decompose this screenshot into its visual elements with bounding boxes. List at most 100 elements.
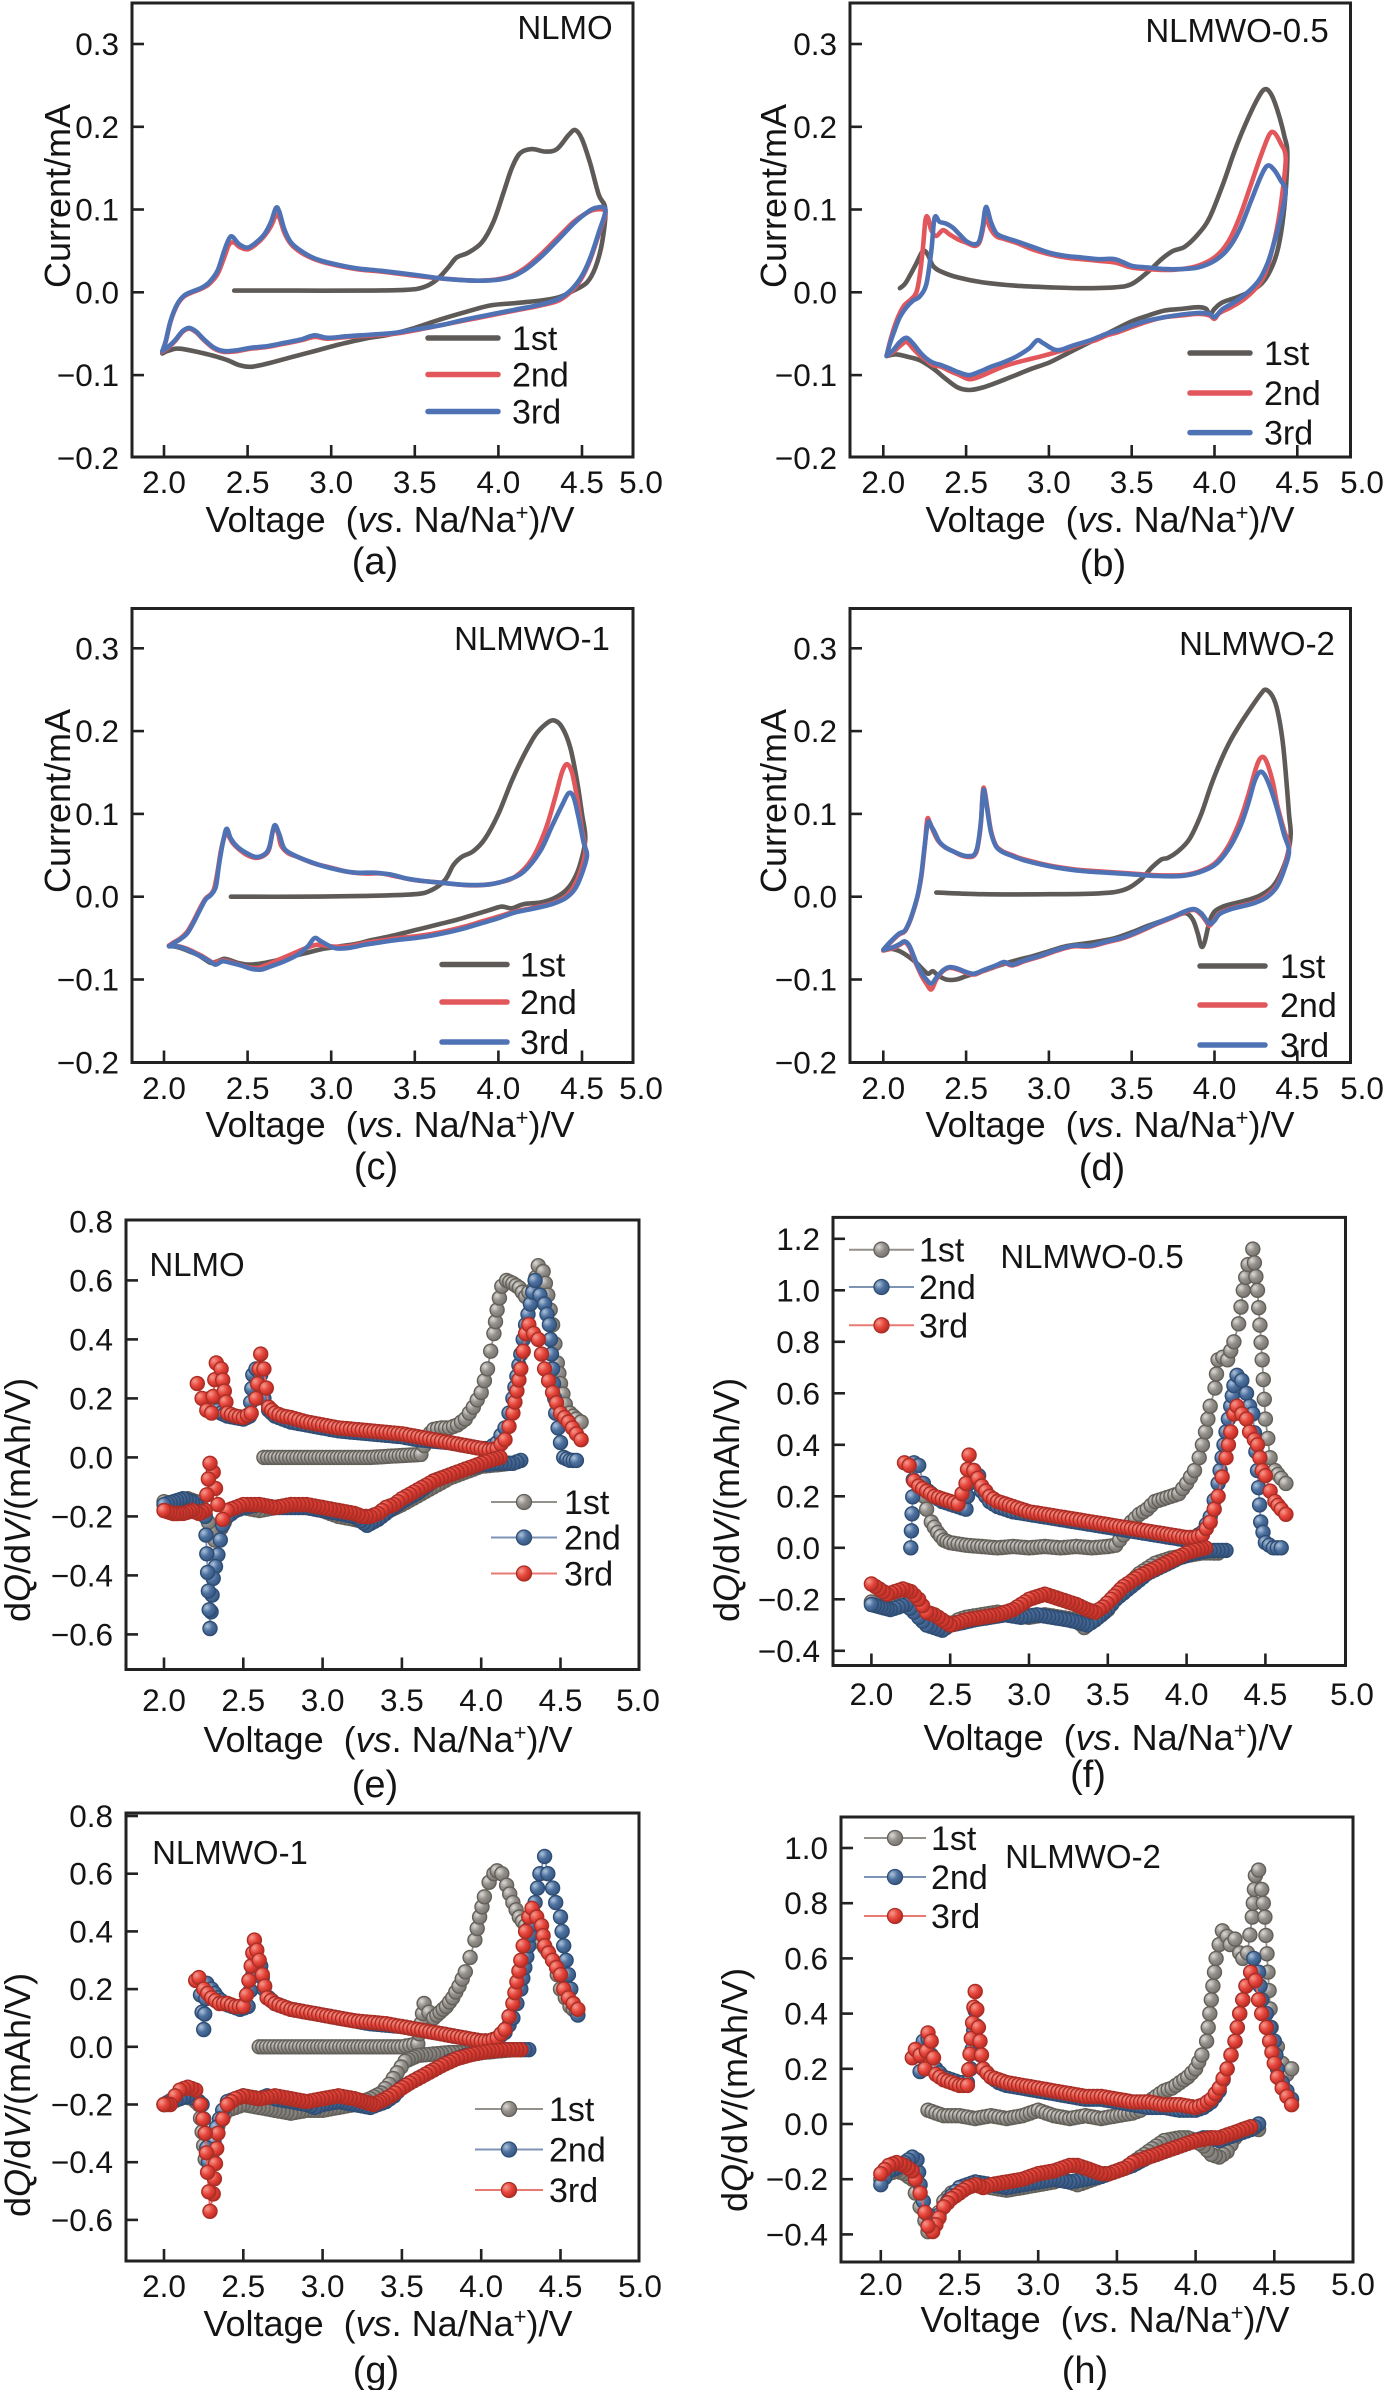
svg-text:4.0: 4.0 (459, 2268, 503, 2304)
svg-text:2.0: 2.0 (142, 1070, 186, 1106)
svg-text:3.5: 3.5 (393, 464, 437, 500)
svg-text:4.5: 4.5 (560, 464, 604, 500)
svg-text:0.3: 0.3 (793, 630, 837, 666)
svg-text:1.0: 1.0 (784, 1830, 828, 1866)
svg-text:0.1: 0.1 (75, 796, 119, 832)
svg-text:2.5: 2.5 (944, 464, 988, 500)
svg-text:2.0: 2.0 (850, 1676, 894, 1712)
svg-text:4.0: 4.0 (1165, 1676, 1209, 1712)
svg-text:5.0: 5.0 (1331, 2266, 1375, 2302)
svg-text:2.5: 2.5 (928, 1676, 972, 1712)
svg-text:5.0: 5.0 (616, 1682, 660, 1718)
svg-text:2.5: 2.5 (221, 2268, 265, 2304)
svg-text:5.0: 5.0 (618, 2268, 662, 2304)
svg-text:4.5: 4.5 (1275, 464, 1319, 500)
svg-text:0.2: 0.2 (776, 1478, 820, 1514)
svg-text:4.0: 4.0 (477, 464, 521, 500)
svg-text:(g): (g) (353, 2350, 399, 2390)
svg-text:3.0: 3.0 (1007, 1676, 1051, 1712)
svg-text:−0.6: −0.6 (51, 1616, 113, 1652)
svg-text:0.4: 0.4 (69, 1321, 113, 1357)
svg-text:Voltage (vs. Na/Na+)/V: Voltage (vs. Na/Na+)/V (205, 1104, 574, 1145)
svg-text:4.0: 4.0 (1174, 2266, 1218, 2302)
svg-text:2.0: 2.0 (859, 2266, 903, 2302)
svg-text:0.6: 0.6 (69, 1262, 113, 1298)
svg-text:Voltage (vs. Na/Na+)/V: Voltage (vs. Na/Na+)/V (925, 499, 1294, 540)
svg-text:−0.2: −0.2 (758, 1581, 820, 1617)
svg-text:0.2: 0.2 (69, 1380, 113, 1416)
svg-text:0.6: 0.6 (69, 1856, 113, 1892)
svg-text:0.1: 0.1 (75, 192, 119, 228)
svg-text:0.4: 0.4 (776, 1427, 820, 1463)
svg-text:0.2: 0.2 (75, 109, 119, 145)
svg-text:Voltage (vs. Na/Na+)/V: Voltage (vs. Na/Na+)/V (920, 2299, 1289, 2340)
svg-text:4.5: 4.5 (539, 2268, 583, 2304)
svg-text:0.8: 0.8 (784, 1885, 828, 1921)
svg-text:−0.1: −0.1 (775, 357, 837, 393)
svg-text:(h): (h) (1062, 2350, 1108, 2390)
svg-text:0.0: 0.0 (75, 879, 119, 915)
svg-text:(a): (a) (352, 541, 398, 583)
svg-text:3rd: 3rd (520, 1024, 569, 1062)
svg-text:4.0: 4.0 (1193, 1070, 1237, 1106)
svg-text:2.0: 2.0 (142, 1682, 186, 1718)
svg-text:4.0: 4.0 (477, 1070, 521, 1106)
svg-text:Current/mA: Current/mA (753, 709, 794, 893)
svg-text:2nd: 2nd (931, 1859, 988, 1897)
svg-text:0.3: 0.3 (793, 26, 837, 62)
svg-text:1st: 1st (919, 1232, 965, 1270)
svg-text:−0.2: −0.2 (51, 2087, 113, 2123)
svg-text:2.5: 2.5 (944, 1070, 988, 1106)
svg-text:3rd: 3rd (564, 1556, 613, 1594)
svg-text:0.1: 0.1 (793, 796, 837, 832)
svg-text:0.8: 0.8 (69, 1203, 113, 1239)
svg-text:5.0: 5.0 (1340, 1070, 1384, 1106)
svg-text:Voltage (vs. Na/Na+)/V: Voltage (vs. Na/Na+)/V (203, 2303, 572, 2344)
svg-text:5.0: 5.0 (1330, 1676, 1374, 1712)
svg-text:3.5: 3.5 (380, 1682, 424, 1718)
svg-text:NLMWO-0.5: NLMWO-0.5 (1000, 1238, 1183, 1275)
svg-text:NLMO: NLMO (149, 1246, 244, 1283)
svg-text:NLMWO-2: NLMWO-2 (1179, 625, 1335, 662)
svg-text:−0.4: −0.4 (766, 2216, 828, 2252)
svg-text:dQ/dV/(mAh/V): dQ/dV/(mAh/V) (0, 1378, 38, 1622)
svg-text:2nd: 2nd (549, 2132, 606, 2170)
svg-text:4.0: 4.0 (1193, 464, 1237, 500)
svg-text:0.8: 0.8 (776, 1324, 820, 1360)
svg-text:3.0: 3.0 (1027, 1070, 1071, 1106)
svg-text:−0.2: −0.2 (766, 2161, 828, 2197)
svg-text:0.0: 0.0 (776, 1530, 820, 1566)
svg-text:(c): (c) (354, 1146, 398, 1188)
svg-text:3.0: 3.0 (301, 1682, 345, 1718)
svg-text:2nd: 2nd (564, 1520, 621, 1558)
svg-text:2.5: 2.5 (226, 464, 270, 500)
svg-text:4.5: 4.5 (1244, 1676, 1288, 1712)
svg-text:4.5: 4.5 (539, 1682, 583, 1718)
svg-text:0.0: 0.0 (793, 274, 837, 310)
svg-text:NLMO: NLMO (517, 9, 612, 46)
svg-text:2.0: 2.0 (142, 464, 186, 500)
svg-text:2.5: 2.5 (938, 2266, 982, 2302)
svg-text:2.0: 2.0 (142, 2268, 186, 2304)
svg-text:3rd: 3rd (1280, 1027, 1329, 1065)
svg-text:4.5: 4.5 (560, 1070, 604, 1106)
svg-text:NLMWO-1: NLMWO-1 (454, 620, 610, 657)
svg-text:1st: 1st (564, 1484, 610, 1522)
svg-text:2nd: 2nd (520, 984, 577, 1022)
svg-text:0.8: 0.8 (69, 1798, 113, 1834)
svg-text:2.0: 2.0 (861, 464, 905, 500)
svg-text:0.2: 0.2 (69, 1971, 113, 2007)
svg-text:0.6: 0.6 (784, 1940, 828, 1976)
svg-text:(e): (e) (352, 1764, 398, 1806)
svg-text:0.0: 0.0 (75, 274, 119, 310)
svg-text:(d): (d) (1079, 1147, 1125, 1189)
svg-text:2nd: 2nd (919, 1269, 976, 1307)
svg-text:3rd: 3rd (512, 394, 561, 432)
svg-text:2nd: 2nd (1280, 987, 1337, 1025)
svg-text:0.0: 0.0 (784, 2106, 828, 2142)
svg-text:4.0: 4.0 (459, 1682, 503, 1718)
svg-text:NLMWO-2: NLMWO-2 (1005, 1838, 1161, 1875)
svg-text:(f): (f) (1070, 1754, 1106, 1796)
svg-text:−0.4: −0.4 (51, 2144, 113, 2180)
svg-text:dQ/dV/(mAh/V): dQ/dV/(mAh/V) (0, 1973, 38, 2217)
